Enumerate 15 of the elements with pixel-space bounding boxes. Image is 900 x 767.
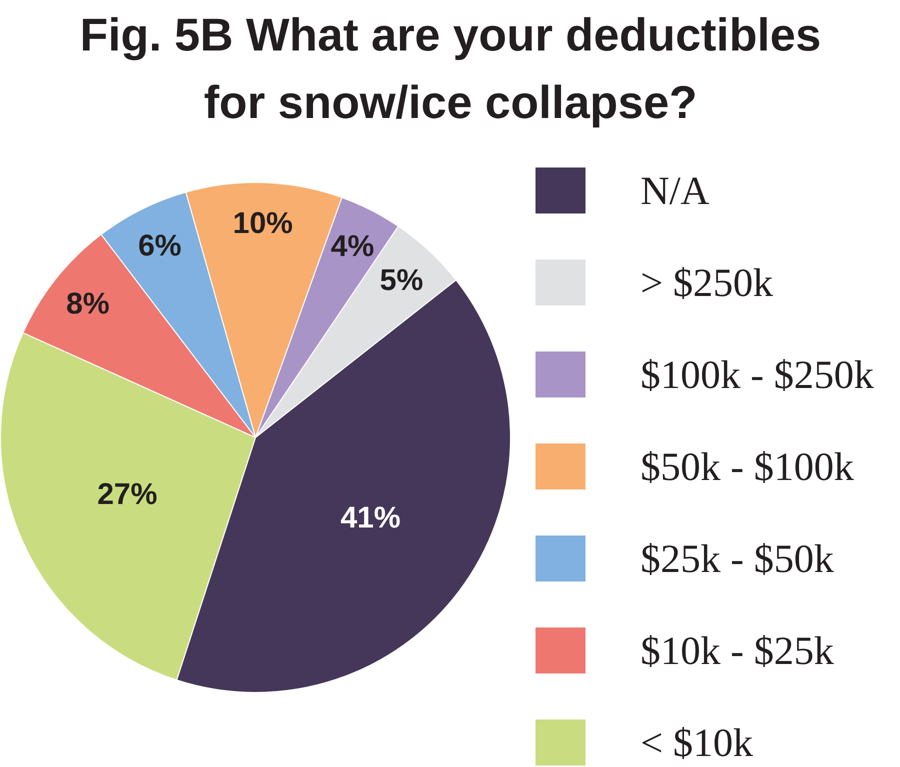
data-label: 5% bbox=[380, 264, 424, 298]
chart-title: Fig. 5B What are your deductibles for snow/ice collapse? bbox=[80, 8, 822, 128]
data-label: 41% bbox=[340, 501, 401, 534]
legend-label: > $250k bbox=[640, 260, 774, 305]
data-label: 8% bbox=[66, 288, 110, 321]
legend-label: N/A bbox=[640, 168, 710, 213]
legend-label: < $10k bbox=[640, 720, 754, 765]
data-label: 4% bbox=[330, 230, 374, 263]
legend-label: $50k - $100k bbox=[640, 444, 854, 489]
legend-label: $10k - $25k bbox=[640, 628, 834, 673]
legend-label: $25k - $50k bbox=[640, 536, 834, 581]
data-label: 6% bbox=[138, 229, 182, 262]
data-label: 27% bbox=[97, 478, 158, 511]
legend-label: $100k - $250k bbox=[640, 352, 874, 397]
data-label: 10% bbox=[232, 206, 293, 240]
